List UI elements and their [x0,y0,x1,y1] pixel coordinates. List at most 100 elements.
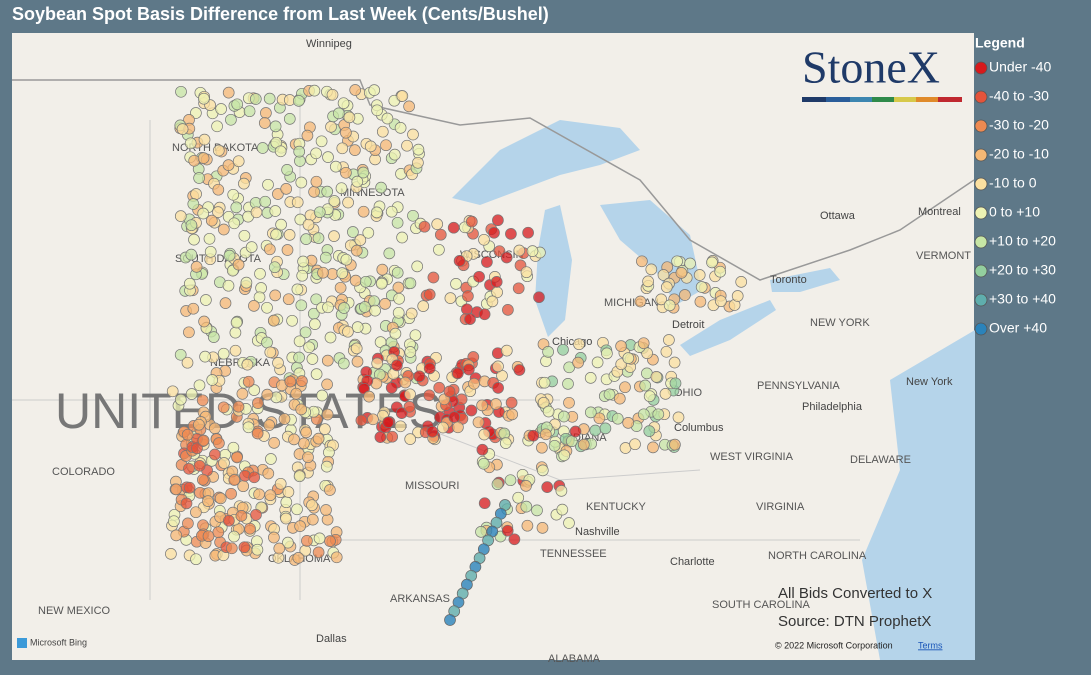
bid-point [260,107,272,119]
bid-point [197,152,210,164]
bid-point [603,388,616,401]
bid-point [231,98,244,111]
bid-point [381,112,394,125]
bid-point [350,244,363,257]
map-label: MICHIGAN [604,297,659,309]
bid-point [269,289,282,302]
bid-point [478,497,491,510]
bid-point [637,337,650,350]
bid-point [261,301,273,314]
bid-point [322,301,334,314]
bid-point [548,439,561,452]
map-label: Charlotte [670,556,715,568]
bid-point [347,226,359,238]
bid-point [238,541,251,554]
bid-point [301,129,314,142]
bid-point [204,245,217,258]
bid-point [264,489,277,502]
bid-point [531,504,543,517]
bid-point [180,497,193,510]
bid-point [337,357,350,370]
bid-point [647,441,659,454]
bid-point [205,214,218,227]
bid-point [183,326,195,339]
bid-point [657,269,670,281]
bid-point [521,519,534,532]
map-label: NORTH CAROLINA [768,550,867,562]
bid-point [659,388,672,400]
bid-point [505,396,518,409]
bid-point [187,198,200,210]
bid-point [351,175,364,188]
bid-point [209,422,221,435]
bid-point [660,345,673,358]
map: Winnipeg NORTH DAKOTA MINNESOTA SOUTH DA… [12,33,975,665]
bid-point [312,232,325,244]
bid-point [513,244,526,257]
bid-point [274,477,287,490]
bid-point [526,245,539,257]
bid-point [389,327,402,340]
legend: Under -40 -40 to -30 -30 to -20 -20 to -10 -… [974,59,1056,336]
ocean [862,330,975,660]
bid-point [297,255,309,268]
bid-point [451,367,464,380]
bid-point [283,229,296,241]
bid-point [404,433,417,445]
bid-point [536,522,549,534]
bid-point [342,325,354,338]
bid-point [593,412,606,425]
bid-point [663,334,675,346]
bid-point [284,375,297,388]
bid-point [520,480,532,492]
bid-point [190,188,202,200]
bid-point [230,201,243,214]
map-label: Toronto [770,274,807,286]
bid-point [735,276,748,288]
bid-point [262,178,274,191]
bid-point [643,425,656,437]
bid-point [176,123,189,135]
bid-point [481,256,493,268]
bid-point [225,113,237,126]
bid-point [443,385,456,398]
bid-point [478,308,491,321]
bid-point [308,186,320,198]
legend-swatch [974,177,988,191]
bid-point [731,290,744,302]
bid-point [264,346,277,359]
bid-point [294,213,307,226]
bid-point [310,147,322,160]
bid-point [197,207,210,220]
bid-point [295,176,308,189]
bid-point [191,442,203,455]
bid-point [491,478,504,491]
bid-point [229,344,242,357]
bid-point [423,389,436,402]
bid-point [259,195,272,208]
bid-point [340,126,352,139]
bid-point [336,267,349,279]
bid-point [364,140,377,153]
map-label: NEW MEXICO [38,605,111,617]
bid-point [338,302,350,314]
bid-point [280,183,293,195]
bid-point [175,85,187,98]
terms-link[interactable]: Terms [918,640,943,650]
bid-point [168,515,180,528]
bid-point [268,531,280,544]
bid-point [572,356,584,369]
bid-point [668,356,681,369]
bid-point [317,266,329,279]
bid-point [500,251,513,264]
land [12,33,974,660]
bid-point [316,389,328,402]
bid-point [393,292,405,305]
bid-point [643,390,656,403]
map-label: VERMONT [916,250,971,262]
bid-point [562,378,574,390]
bid-point [273,542,286,555]
bid-point [263,419,276,431]
bid-point [423,288,436,301]
bid-point [174,210,187,222]
